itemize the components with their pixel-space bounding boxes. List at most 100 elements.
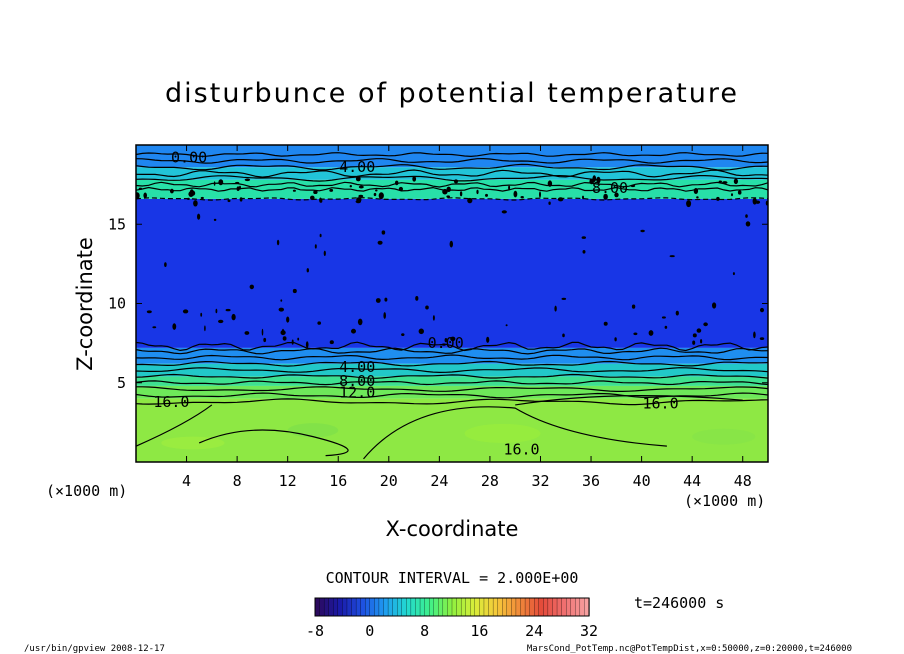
contour-line	[136, 186, 768, 192]
contour-speck	[459, 191, 463, 197]
contour-speck	[661, 316, 666, 319]
contour-speck	[444, 338, 448, 343]
contour-speck	[356, 197, 362, 203]
contour-interval-text: CONTOUR INTERVAL = 2.000E+00	[326, 569, 579, 587]
colorbar-swatch	[401, 597, 407, 617]
x-tick-label: 24	[430, 472, 448, 490]
contour-speck	[323, 250, 326, 256]
colorbar-swatch	[470, 597, 476, 617]
contour-speck	[375, 189, 378, 192]
colorbar-swatch	[479, 597, 485, 617]
contour-speck	[314, 244, 317, 249]
contour-speck	[218, 179, 224, 186]
field-band	[136, 376, 768, 386]
colorbar-swatch	[328, 597, 334, 617]
contour-speck	[292, 189, 296, 192]
contour-speck	[286, 316, 290, 323]
contour-speck	[215, 308, 218, 314]
footer-left: /usr/bin/gpview 2008-12-17	[24, 644, 165, 654]
contour-line	[136, 386, 768, 392]
colorbar-swatch	[447, 597, 453, 617]
contour-speck	[633, 332, 638, 336]
contour-speck	[383, 312, 387, 319]
colorbar-swatch	[543, 597, 549, 617]
contour-speck	[415, 296, 419, 301]
colorbar-swatch	[406, 597, 412, 617]
y-tick-label: 10	[108, 295, 126, 313]
y-tick-label: 15	[108, 215, 126, 233]
colorbar-swatch	[497, 597, 503, 617]
x-axis-label: X-coordinate	[386, 517, 519, 541]
contour-speck	[630, 184, 636, 188]
contour-speck	[310, 195, 315, 200]
contour-speck	[401, 333, 405, 336]
colorbar-swatch	[397, 597, 403, 617]
contour-speck	[582, 250, 586, 254]
contour-speck	[716, 196, 720, 201]
contour-speck	[592, 175, 597, 183]
colorbar-swatch	[483, 597, 490, 617]
contour-speck	[204, 325, 206, 332]
contour-speck	[520, 196, 524, 199]
contour-speck	[306, 268, 309, 273]
x-tick-label: 44	[683, 472, 701, 490]
y-tick-label: 5	[117, 374, 126, 392]
colorbar-swatch	[438, 597, 444, 617]
colorbar-swatch	[355, 597, 362, 617]
contour-speck	[505, 324, 508, 327]
contour-speck	[582, 195, 584, 200]
colorbar-swatch	[506, 597, 513, 617]
contour-speck	[501, 210, 507, 214]
contour-speck	[193, 200, 198, 207]
contour-speck	[351, 328, 356, 334]
contour-speck	[759, 337, 765, 340]
footer-right: MarsCond_PotTemp.nc@PotTempDist,x=0:5000…	[527, 644, 852, 654]
contour-line	[136, 392, 768, 399]
contour-speck	[718, 180, 722, 183]
contour-speck	[280, 299, 283, 302]
x-tick-label: 36	[582, 472, 600, 490]
contour-speck	[200, 312, 203, 317]
field-band	[136, 145, 768, 168]
contour-speck	[375, 298, 381, 303]
contour-speck	[513, 190, 518, 198]
colorbar-swatch	[534, 597, 540, 617]
colorbar-swatch	[552, 597, 558, 617]
contour-speck	[731, 193, 733, 197]
contour-speck	[305, 341, 309, 348]
contour-speck	[418, 328, 424, 335]
contour-speck	[753, 331, 756, 339]
contour-speck	[182, 309, 189, 314]
contour-label: 8.00	[339, 372, 375, 390]
contour-speck	[143, 192, 147, 199]
contour-speck	[669, 255, 675, 258]
contour-speck	[244, 331, 250, 335]
field-patch	[287, 423, 339, 438]
contour-speck	[187, 197, 190, 200]
contour-speck	[358, 194, 364, 198]
contour-line	[136, 398, 768, 406]
contour-speck	[614, 337, 617, 342]
contour-speck	[329, 188, 334, 192]
contour-speck	[378, 192, 384, 200]
contour-speck	[357, 318, 363, 326]
contour-speck	[722, 181, 728, 184]
contour-speck	[384, 297, 388, 302]
contour-label: 16.0	[642, 394, 678, 412]
contour-speck	[675, 310, 679, 316]
contour-line	[363, 406, 667, 460]
field-band	[136, 363, 768, 377]
colorbar-swatch	[392, 597, 398, 617]
colorbar-swatch	[515, 597, 522, 617]
contour-line	[136, 152, 768, 158]
contour-speck	[561, 297, 567, 300]
contour-speck	[703, 322, 708, 327]
colorbar-swatch	[314, 597, 321, 617]
contour-label: 0.00	[428, 334, 464, 352]
x-tick-label: 32	[531, 472, 549, 490]
contour-speck	[170, 188, 174, 194]
contour-speck	[213, 218, 217, 221]
colorbar-swatch	[319, 597, 325, 617]
field-patch	[692, 428, 756, 445]
contour-line	[136, 373, 768, 379]
